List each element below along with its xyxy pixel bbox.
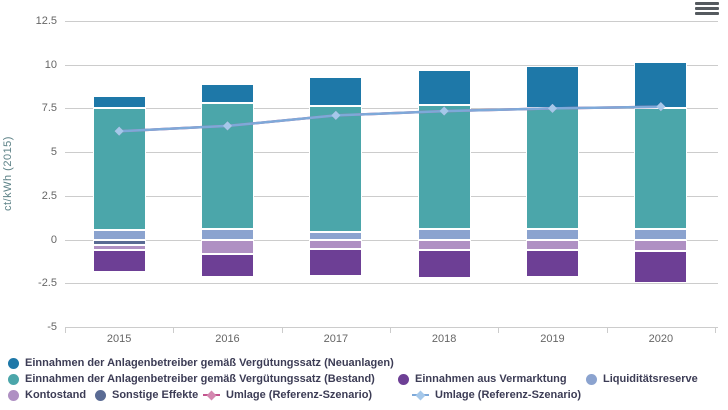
y-gridline: [65, 152, 718, 154]
legend-circle-icon: [586, 373, 597, 385]
legend-row: Einnahmen der Anlagenbetreiber gemäß Ver…: [0, 357, 728, 372]
bar-segment-neuanlagen-2016[interactable]: [201, 83, 254, 104]
legend-item-bestand[interactable]: Einnahmen der Anlagenbetreiber gemäß Ver…: [8, 373, 375, 385]
legend-item-neuanlagen[interactable]: Einnahmen der Anlagenbetreiber gemäß Ver…: [8, 357, 394, 369]
chart-legend: Einnahmen der Anlagenbetreiber gemäß Ver…: [0, 355, 728, 407]
legend-item-kontostand[interactable]: Kontostand: [8, 389, 86, 401]
y-axis-tick-label: 7.5: [41, 102, 57, 115]
x-axis-tick: [390, 327, 391, 333]
bar-segment-kontostand-2018[interactable]: [417, 240, 471, 250]
bar-segment-kontostand-2015[interactable]: [92, 244, 146, 250]
bar-segment-bestand-2018[interactable]: [417, 104, 471, 229]
bar-segment-bestand-2017[interactable]: [309, 105, 363, 232]
y-axis-tick-label: 12.5: [35, 15, 57, 27]
x-axis-tick: [498, 327, 500, 333]
x-axis-tick-label: 2017: [323, 333, 349, 345]
bar-segment-sonstige_effekte-2015[interactable]: [92, 239, 146, 245]
y-axis-tick-label: 0: [50, 233, 57, 246]
legend-item-label: Einnahmen der Anlagenbetreiber gemäß Ver…: [25, 373, 375, 385]
bar-segment-vermarktung-2016[interactable]: [201, 254, 254, 278]
bar-segment-vermarktung-2018[interactable]: [417, 250, 471, 279]
marker-umlage_referenz_blau-2016[interactable]: [223, 121, 232, 131]
y-gridline: [65, 108, 718, 110]
marker-umlage_referenz_blau-2018[interactable]: [439, 106, 449, 116]
legend-item-vermarktung[interactable]: Einnahmen aus Vermarktung: [398, 373, 567, 385]
legend-circle-icon: [8, 357, 19, 369]
x-axis-tick: [606, 327, 608, 333]
marker-umlage_referenz_blau-2020[interactable]: [656, 102, 666, 112]
legend-diamond-line-icon: [412, 390, 429, 401]
x-axis-tick-label: 2020: [648, 333, 674, 345]
y-axis-tick-label: 10: [44, 58, 57, 71]
legend-item-label: Einnahmen aus Vermarktung: [415, 373, 567, 385]
bar-segment-vermarktung-2015[interactable]: [92, 250, 146, 272]
legend-circle-icon: [8, 373, 19, 385]
x-axis-tick-label: 2015: [106, 333, 132, 345]
legend-circle-icon: [95, 389, 106, 401]
x-axis-tick-label: 2016: [215, 333, 240, 345]
bar-segment-liquiditaetsreserve-2017[interactable]: [309, 231, 363, 240]
bar-segment-bestand-2020[interactable]: [634, 107, 688, 230]
y-axis-tick-label: -5: [47, 321, 57, 333]
y-axis-title: ct/kWh (2015): [2, 136, 14, 212]
x-axis-tick-label: 2018: [431, 333, 457, 345]
bar-segment-neuanlagen-2020[interactable]: [634, 62, 688, 108]
bar-segment-kontostand-2019[interactable]: [526, 240, 579, 250]
chart-context-menu-button[interactable]: [695, 2, 720, 20]
bar-segment-vermarktung-2019[interactable]: [526, 250, 579, 278]
y-axis-tick-label: 5: [50, 146, 57, 159]
bar-segment-vermarktung-2020[interactable]: [634, 250, 688, 284]
legend-item-label: Sonstige Effekte: [112, 389, 199, 401]
bar-segment-liquiditaetsreserve-2018[interactable]: [417, 229, 471, 240]
legend-item-label: Kontostand: [25, 389, 87, 401]
legend-item-umlage_referenz_blau[interactable]: Umlage (Referenz-Szenario): [412, 389, 581, 401]
bar-segment-neuanlagen-2015[interactable]: [92, 96, 146, 109]
bar-segment-liquiditaetsreserve-2016[interactable]: [201, 229, 254, 240]
x-axis-tick-label: 2019: [540, 333, 565, 345]
y-gridline: [65, 327, 718, 328]
legend-row: Kontostand Sonstige Effekte Umlage (Refere…: [0, 389, 728, 404]
bar-segment-kontostand-2020[interactable]: [634, 240, 688, 251]
x-axis-tick: [281, 327, 283, 333]
legend-item-liquiditaetsreserve[interactable]: Liquiditätsreserve: [586, 373, 698, 385]
bar-segment-liquiditaetsreserve-2015[interactable]: [92, 230, 146, 240]
legend-item-sonstige_effekte[interactable]: Sonstige Effekte: [95, 389, 198, 401]
bar-segment-neuanlagen-2019[interactable]: [526, 65, 579, 108]
legend-item-label: Umlage (Referenz-Szenario): [435, 389, 582, 401]
legend-diamond-line-icon: [203, 390, 220, 401]
legend-row: Einnahmen der Anlagenbetreiber gemäß Ver…: [0, 373, 728, 388]
legend-item-label: Umlage (Referenz-Szenario): [226, 389, 373, 401]
bar-segment-vermarktung-2017[interactable]: [309, 249, 363, 277]
y-gridline: [65, 195, 718, 197]
y-gridline: [65, 239, 718, 241]
marker-umlage_referenz_blau-2019[interactable]: [548, 103, 557, 113]
bar-segment-neuanlagen-2017[interactable]: [309, 77, 363, 106]
y-gridline: [65, 21, 718, 22]
y-axis-tick-label: -2.5: [38, 277, 57, 290]
legend-item-label: Einnahmen der Anlagenbetreiber gemäß Ver…: [25, 357, 394, 369]
y-gridline: [65, 283, 718, 285]
legend-circle-icon: [8, 389, 19, 401]
x-axis-tick: [65, 327, 66, 333]
bar-segment-kontostand-2016[interactable]: [201, 240, 254, 255]
bar-segment-bestand-2015[interactable]: [92, 108, 146, 230]
x-axis-tick: [715, 327, 716, 333]
bar-segment-liquiditaetsreserve-2019[interactable]: [526, 229, 579, 240]
legend-item-umlage_referenz_pink[interactable]: Umlage (Referenz-Szenario): [203, 389, 372, 401]
bar-segment-bestand-2019[interactable]: [526, 107, 579, 230]
x-axis-tick: [173, 327, 175, 333]
hamburger-menu-icon: [695, 2, 719, 5]
y-axis-tick-label: 2.5: [41, 189, 57, 202]
legend-item-label: Liquiditätsreserve: [603, 373, 698, 385]
bar-segment-liquiditaetsreserve-2020[interactable]: [634, 229, 688, 240]
y-gridline: [65, 64, 718, 66]
marker-umlage_referenz_blau-2015[interactable]: [114, 126, 124, 136]
marker-umlage_referenz_blau-2017[interactable]: [331, 110, 341, 120]
bar-segment-kontostand-2017[interactable]: [309, 240, 363, 250]
bar-segment-neuanlagen-2018[interactable]: [417, 70, 471, 105]
legend-circle-icon: [398, 373, 409, 385]
